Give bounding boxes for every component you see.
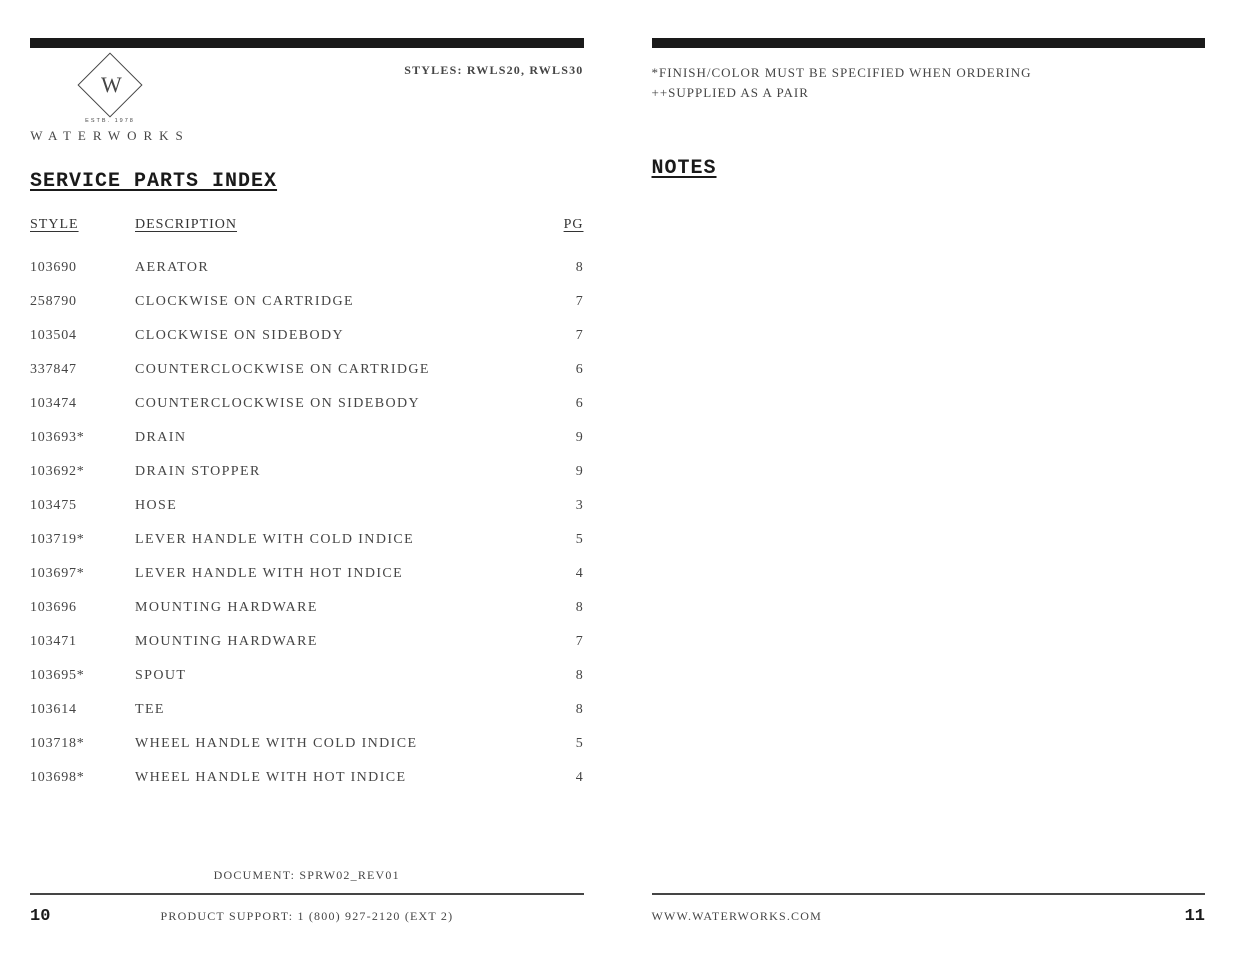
table-row: 103718*WHEEL HANDLE WITH COLD INDICE5 [30,727,584,761]
logo-monogram: W [101,72,119,98]
table-row: 103475HOSE3 [30,489,584,523]
td-style: 103471 [30,634,135,650]
td-pg: 7 [554,328,584,344]
td-style: 103475 [30,498,135,514]
top-bar-right [652,38,1206,48]
section-title-left: SERVICE PARTS INDEX [30,170,584,193]
td-description: WHEEL HANDLE WITH HOT INDICE [135,770,554,786]
page-number-right: 11 [1185,907,1205,926]
styles-prefix: STYLES: [404,63,467,77]
td-style: 103614 [30,702,135,718]
notes-line-1: *FINISH/COLOR MUST BE SPECIFIED WHEN ORD… [652,63,1206,83]
logo-established: ESTB. 1978 [85,118,135,124]
left-spacer [30,795,584,868]
td-style: 258790 [30,294,135,310]
td-style: 103719* [30,532,135,548]
td-pg: 4 [554,770,584,786]
right-spacer [652,204,1206,868]
td-pg: 8 [554,668,584,684]
td-description: SPOUT [135,668,554,684]
footer-row-right: WWW.WATERWORKS.COM 11 [652,907,1206,954]
th-style: STYLE [30,217,135,233]
table-row: 103719*LEVER HANDLE WITH COLD INDICE5 [30,523,584,557]
td-style: 103696 [30,600,135,616]
td-description: LEVER HANDLE WITH COLD INDICE [135,532,554,548]
table-row: 103697*LEVER HANDLE WITH HOT INDICE4 [30,557,584,591]
td-description: AERATOR [135,260,554,276]
table-row: 103471MOUNTING HARDWARE7 [30,625,584,659]
footer-row-left: 10 PRODUCT SUPPORT: 1 (800) 927-2120 (EX… [30,907,584,954]
top-bar-left [30,38,584,48]
td-pg: 5 [554,736,584,752]
td-style: 103695* [30,668,135,684]
table-row: 103504CLOCKWISE ON SIDEBODY7 [30,319,584,353]
td-style: 103693* [30,430,135,446]
td-description: DRAIN [135,430,554,446]
logo-emblem-icon: W [77,52,142,117]
footer-rule-right [652,893,1206,895]
left-header-row: W ESTB. 1978 WATERWORKS STYLES: RWLS20, … [30,62,584,144]
brand-logo: W ESTB. 1978 WATERWORKS [30,62,190,144]
td-style: 103698* [30,770,135,786]
td-pg: 9 [554,464,584,480]
document-label: DOCUMENT: SPRW02_REV01 [30,868,584,893]
table-row: 258790CLOCKWISE ON CARTRIDGE7 [30,285,584,319]
td-description: HOSE [135,498,554,514]
table-row: 337847COUNTERCLOCKWISE ON CARTRIDGE6 [30,353,584,387]
styles-label: STYLES: RWLS20, RWLS30 [404,63,583,78]
td-pg: 8 [554,260,584,276]
th-description: DESCRIPTION [135,217,554,233]
td-style: 103697* [30,566,135,582]
td-description: MOUNTING HARDWARE [135,634,554,650]
td-description: WHEEL HANDLE WITH COLD INDICE [135,736,554,752]
td-pg: 3 [554,498,584,514]
parts-table-header: STYLE DESCRIPTION PG [30,217,584,233]
styles-value: RWLS20, RWLS30 [467,63,584,77]
td-pg: 7 [554,634,584,650]
parts-table-body: 103690AERATOR8258790CLOCKWISE ON CARTRID… [30,251,584,795]
td-style: 337847 [30,362,135,378]
td-description: CLOCKWISE ON CARTRIDGE [135,294,554,310]
td-pg: 6 [554,362,584,378]
table-row: 103693*DRAIN9 [30,421,584,455]
table-row: 103690AERATOR8 [30,251,584,285]
td-pg: 5 [554,532,584,548]
td-style: 103692* [30,464,135,480]
th-pg: PG [554,217,584,233]
page-spread: W ESTB. 1978 WATERWORKS STYLES: RWLS20, … [30,38,1205,954]
table-row: 103696MOUNTING HARDWARE8 [30,591,584,625]
footer-url: WWW.WATERWORKS.COM [652,909,823,924]
td-description: MOUNTING HARDWARE [135,600,554,616]
td-description: COUNTERCLOCKWISE ON SIDEBODY [135,396,554,412]
td-style: 103474 [30,396,135,412]
td-pg: 7 [554,294,584,310]
section-title-right: NOTES [652,157,1206,180]
table-row: 103698*WHEEL HANDLE WITH HOT INDICE4 [30,761,584,795]
logo-brand-name: WATERWORKS [30,128,190,144]
td-description: LEVER HANDLE WITH HOT INDICE [135,566,554,582]
table-row: 103474COUNTERCLOCKWISE ON SIDEBODY6 [30,387,584,421]
td-pg: 6 [554,396,584,412]
td-pg: 8 [554,600,584,616]
left-page: W ESTB. 1978 WATERWORKS STYLES: RWLS20, … [30,38,584,954]
notes-line-2: ++SUPPLIED AS A PAIR [652,83,1206,103]
td-description: COUNTERCLOCKWISE ON CARTRIDGE [135,362,554,378]
td-style: 103690 [30,260,135,276]
td-style: 103504 [30,328,135,344]
td-style: 103718* [30,736,135,752]
table-row: 103614TEE8 [30,693,584,727]
td-pg: 9 [554,430,584,446]
table-row: 103695*SPOUT8 [30,659,584,693]
td-description: DRAIN STOPPER [135,464,554,480]
notes-legend: *FINISH/COLOR MUST BE SPECIFIED WHEN ORD… [652,63,1206,103]
td-description: TEE [135,702,554,718]
footer-rule-left [30,893,584,895]
td-description: CLOCKWISE ON SIDEBODY [135,328,554,344]
right-page: *FINISH/COLOR MUST BE SPECIFIED WHEN ORD… [652,38,1206,954]
td-pg: 4 [554,566,584,582]
td-pg: 8 [554,702,584,718]
page-number-left: 10 [30,907,50,926]
footer-support: PRODUCT SUPPORT: 1 (800) 927-2120 (EXT 2… [161,909,454,924]
table-row: 103692*DRAIN STOPPER9 [30,455,584,489]
